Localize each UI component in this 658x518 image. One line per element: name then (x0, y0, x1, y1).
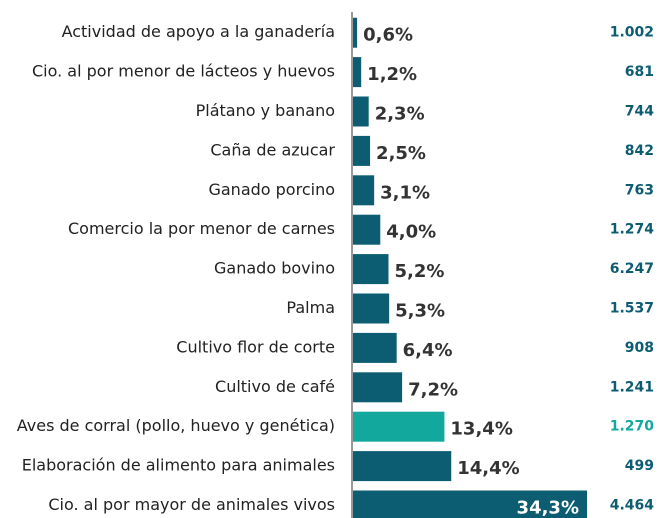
category-label: Cio. al por menor de lácteos y huevos (32, 62, 335, 81)
value-label: 5,3% (395, 301, 445, 322)
bar (353, 214, 381, 245)
value-label: 34,3% (517, 498, 579, 518)
value-label: 6,4% (403, 340, 453, 361)
bar (353, 490, 587, 518)
category-label: Ganado bovino (214, 259, 335, 278)
count-label: 1.274 (610, 222, 655, 238)
bar (353, 135, 371, 166)
bar (353, 293, 390, 324)
count-label: 1.537 (610, 301, 654, 317)
count-label: 744 (625, 104, 654, 120)
category-label: Cio. al por mayor de animales vivos (48, 495, 335, 514)
category-label: Cultivo flor de corte (176, 337, 335, 356)
category-label: Plátano y banano (196, 101, 335, 120)
bar (353, 175, 375, 206)
value-label: 5,2% (394, 261, 444, 282)
count-label: 1.002 (610, 25, 654, 41)
count-label: 842 (625, 143, 654, 159)
count-label: 6.247 (610, 261, 654, 277)
value-label: 13,4% (450, 419, 512, 440)
value-label: 0,6% (363, 25, 413, 46)
count-label: 908 (625, 340, 654, 356)
category-label: Aves de corral (pollo, huevo y genética) (17, 416, 335, 435)
bar (353, 451, 452, 482)
category-label: Ganado porcino (208, 180, 335, 199)
value-label: 2,5% (376, 143, 426, 164)
value-label: 3,1% (380, 182, 430, 203)
count-label: 763 (625, 182, 654, 198)
bar (353, 17, 358, 48)
count-label: 681 (625, 64, 654, 80)
bar (353, 96, 369, 127)
value-label: 2,3% (375, 104, 425, 125)
count-label: 4.464 (610, 498, 655, 514)
value-label: 1,2% (367, 64, 417, 85)
count-label: 1.241 (610, 379, 654, 395)
bar (353, 411, 445, 442)
bar (353, 332, 397, 363)
bar (353, 254, 389, 285)
category-label: Caña de azucar (210, 140, 335, 159)
category-label: Palma (286, 298, 335, 317)
count-label: 1.270 (610, 419, 655, 435)
bar (353, 372, 403, 403)
bar (353, 57, 362, 88)
count-label: 499 (625, 458, 654, 474)
value-label: 7,2% (408, 379, 458, 400)
category-label: Elaboración de alimento para animales (22, 456, 335, 475)
value-label: 4,0% (386, 222, 436, 243)
category-label: Actividad de apoyo a la ganadería (62, 22, 335, 41)
category-label: Comercio la por menor de carnes (68, 219, 335, 238)
value-label: 14,4% (457, 458, 519, 479)
category-label: Cultivo de café (215, 377, 335, 396)
